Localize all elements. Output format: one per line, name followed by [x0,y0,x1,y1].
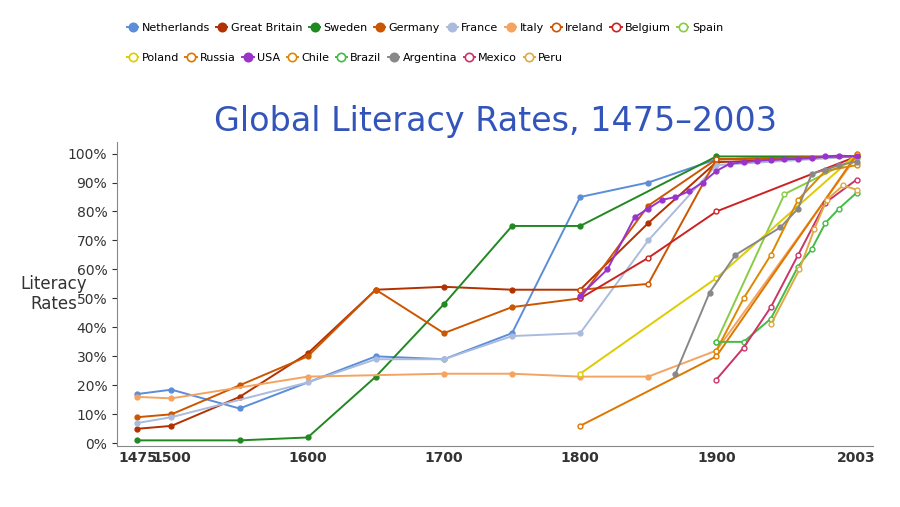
Legend: Poland, Russia, USA, Chile, Brazil, Argentina, Mexico, Peru: Poland, Russia, USA, Chile, Brazil, Arge… [122,49,568,67]
Title: Global Literacy Rates, 1475–2003: Global Literacy Rates, 1475–2003 [213,105,777,138]
Y-axis label: Literacy
Rates: Literacy Rates [21,275,87,313]
Legend: Netherlands, Great Britain, Sweden, Germany, France, Italy, Ireland, Belgium, Sp: Netherlands, Great Britain, Sweden, Germ… [122,18,727,37]
